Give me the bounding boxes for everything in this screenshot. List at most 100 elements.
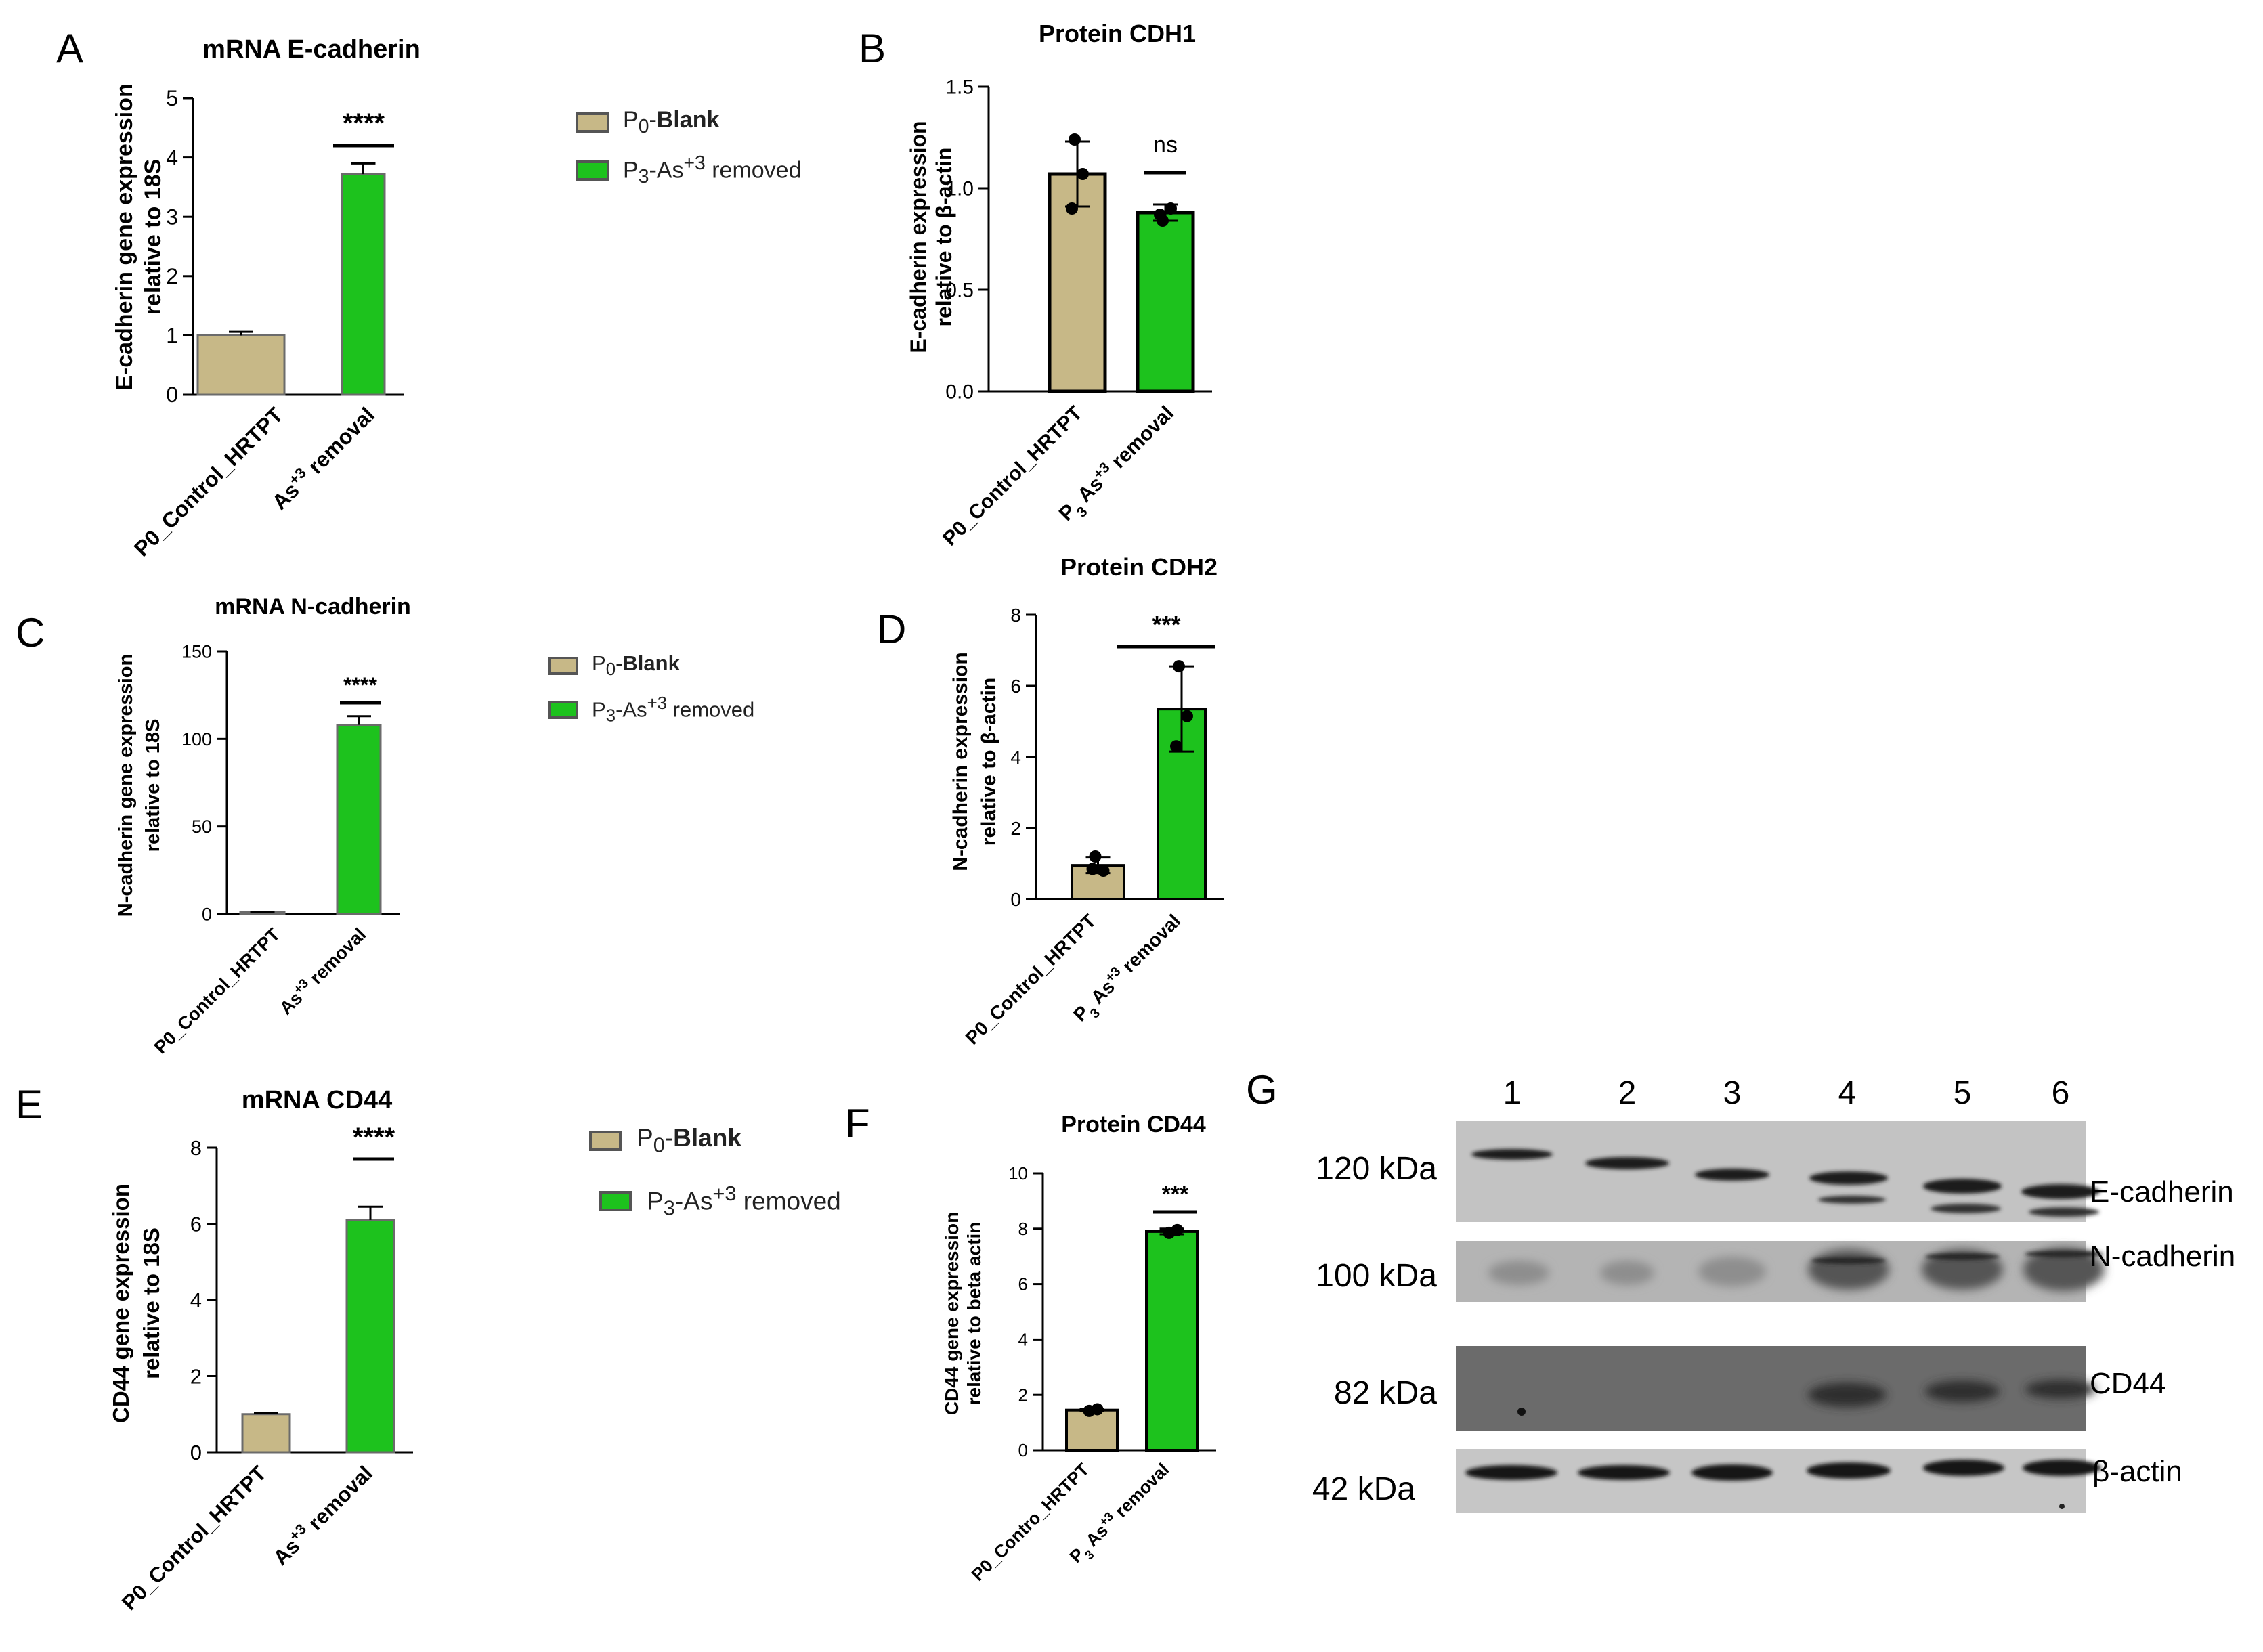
bar (1145, 1230, 1199, 1452)
significance-label: ns (1153, 132, 1178, 158)
chart-mrna-cd44: mRNA CD44 0 2 4 6 8 CD44 gene expression relati… (108, 1086, 413, 1615)
chart-title: mRNA E-cadherin (202, 35, 421, 64)
y-tick-label: 4 (166, 146, 178, 170)
panel-letter-d: D (877, 607, 906, 652)
data-point (1097, 865, 1110, 877)
legend-label-treated: removed (736, 1187, 841, 1215)
bar (241, 1413, 291, 1454)
blot-protein-label: N-cadherin (2090, 1240, 2235, 1273)
y-tick-label: 1.0 (945, 178, 974, 200)
panel-letter-f: F (845, 1101, 870, 1146)
chart-title: mRNA N-cadherin (215, 594, 411, 620)
blot-mw-label: 100 kDa (1316, 1258, 1437, 1294)
data-point (1173, 660, 1185, 673)
y-tick-label: 8 (1018, 1219, 1028, 1239)
panel-letter-g: G (1246, 1067, 1278, 1112)
y-axis-label: E-cadherin expression (906, 121, 930, 353)
legend-swatch-treated (548, 701, 578, 720)
x-category-label: P0_Control_HRTPT (939, 402, 1087, 550)
y-axis-label: relative to beta actin (964, 1222, 985, 1406)
chart-title: Protein CD44 (1061, 1112, 1206, 1137)
bar (345, 1219, 395, 1454)
bar (1071, 864, 1125, 900)
blot-protein-label: β-actin (2092, 1455, 2182, 1488)
data-point (1089, 850, 1102, 863)
data-point (1181, 710, 1193, 722)
legend-subscript: 3 (638, 166, 649, 188)
data-point (1170, 740, 1182, 753)
data-point (1091, 1403, 1104, 1416)
y-axis-label: relative to 18S (140, 159, 166, 316)
blot-protein-label: E-cadherin (2090, 1175, 2234, 1209)
y-tick-label: 0 (202, 904, 212, 924)
y-axis-label: relative to β-actin (978, 678, 1000, 846)
legend-a-control: P0-Blank (576, 107, 719, 138)
y-tick-label: 2 (166, 264, 178, 288)
y-axis-label: CD44 gene expression (941, 1212, 962, 1415)
y-tick-label: 0.0 (945, 381, 974, 404)
x-category-label: As+3 removal (266, 1459, 377, 1570)
data-point (1069, 133, 1081, 146)
panel-letter-e: E (16, 1082, 43, 1127)
y-axis-label: E-cadherin gene expression (112, 83, 137, 391)
chart-mrna-e-cadherin: mRNA E-cadherin 0 1 2 3 4 5 E-cadherin gene exp… (112, 35, 421, 561)
y-axis-label: N-cadherin expression (949, 652, 972, 871)
significance-label: **** (343, 673, 377, 697)
legend-e-treated: P3-As+3 removed (599, 1181, 841, 1221)
y-tick-label: 2 (1010, 818, 1021, 839)
y-tick-label: 4 (190, 1288, 202, 1312)
legend-subscript: 0 (653, 1133, 665, 1157)
x-category-label: P0_Control_HRTPT (150, 924, 284, 1058)
legend-superscript: +3 (683, 152, 706, 174)
y-tick-label: 4 (1018, 1330, 1028, 1350)
y-tick-label: 0 (190, 1441, 202, 1464)
lane-number: 6 (2052, 1075, 2070, 1111)
significance-label: *** (1162, 1181, 1189, 1207)
blot-protein-label: CD44 (2090, 1367, 2166, 1400)
significance-label: **** (353, 1123, 395, 1152)
data-point (1086, 863, 1099, 875)
chart-protein-cdh1: Protein CDH1 0.0 0.5 1.0 1.5 E-cadherin expre… (906, 20, 1212, 550)
western-blot: 1 2 3 4 5 6 (1312, 1075, 2235, 1513)
lane-number: 2 (1618, 1075, 1637, 1111)
legend-e-control: P0-Blank (589, 1124, 741, 1157)
y-tick-label: 4 (1010, 747, 1021, 768)
legend-c-control: P0-Blank (548, 651, 680, 680)
bar (336, 724, 382, 915)
legend-label-control: Blank (673, 1124, 741, 1152)
y-axis-label: N-cadherin gene expression (115, 654, 137, 917)
panel-letter-a: A (56, 26, 83, 71)
legend-label-control: Blank (656, 107, 720, 133)
legend-swatch-treated (576, 160, 609, 181)
x-category-label: P0_Control_HRTPT (117, 1461, 271, 1615)
legend-label-treated: removed (705, 157, 802, 183)
y-tick-label: 150 (181, 641, 212, 661)
chart-title: mRNA CD44 (242, 1086, 392, 1114)
x-category-label: P0_Control_HRTPT (962, 910, 1100, 1049)
x-category-label: P0_Contro_HRTPT (968, 1459, 1094, 1585)
y-tick-label: 8 (1010, 605, 1021, 626)
bar (1136, 211, 1195, 393)
y-tick-label: 0 (1010, 889, 1021, 910)
legend-subscript: 3 (663, 1196, 675, 1220)
data-point (1066, 202, 1078, 215)
y-tick-label: 2 (1018, 1385, 1028, 1405)
y-tick-label: 8 (190, 1136, 202, 1160)
y-tick-label: 6 (190, 1212, 202, 1236)
y-tick-label: 2 (190, 1364, 202, 1388)
legend-subscript: 0 (638, 115, 649, 137)
lane-number: 3 (1723, 1075, 1742, 1111)
blot-strip-cd44 (1456, 1346, 2096, 1431)
legend-swatch-treated (599, 1190, 632, 1211)
legend-subscript: 0 (605, 660, 616, 680)
bar (196, 334, 286, 396)
y-tick-label: 1.5 (945, 77, 974, 99)
data-point (1171, 1223, 1184, 1236)
y-tick-label: 0 (1018, 1440, 1028, 1460)
y-axis-label: relative to 18S (142, 719, 164, 852)
y-axis-label: relative to β-actin (932, 148, 956, 327)
legend-a-treated: P3-As+3 removed (576, 152, 802, 188)
chart-protein-cdh2: Protein CDH2 0 2 4 6 8 N-cadherin expression re… (949, 553, 1224, 1049)
y-tick-label: 0 (166, 383, 178, 407)
